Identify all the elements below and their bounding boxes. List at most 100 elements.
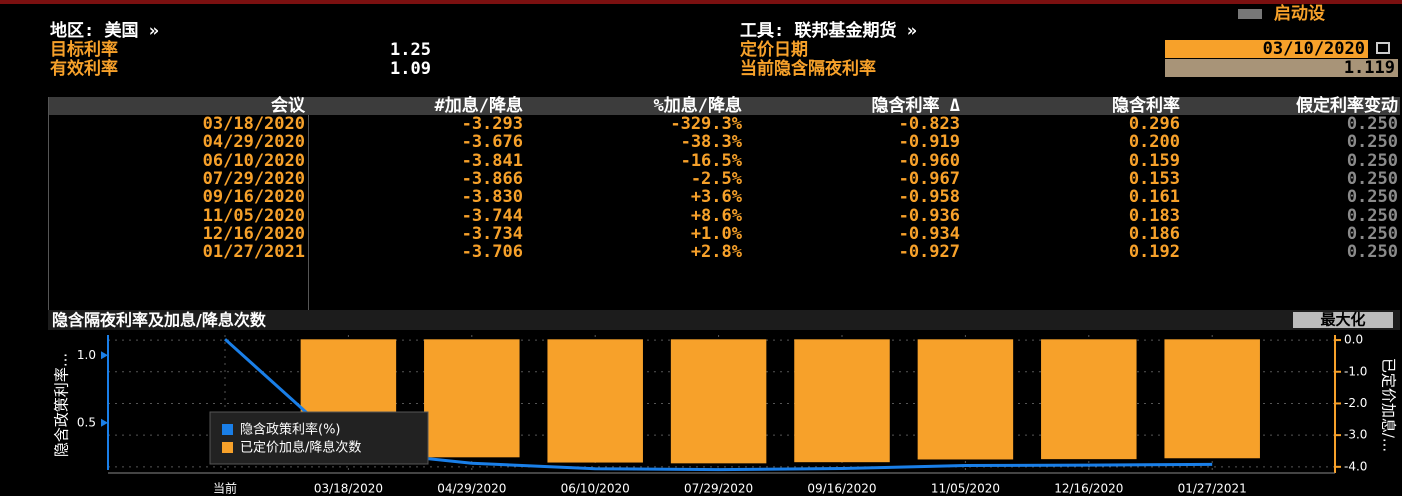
table-cell: 09/16/2020 [202, 187, 305, 208]
table-cell: 0.250 [1346, 168, 1398, 189]
table-cell: +2.8% [690, 242, 742, 263]
table-cell: 0.186 [1128, 223, 1180, 244]
table-cell: 04/29/2020 [202, 132, 305, 153]
table-cell: -0.919 [898, 132, 960, 153]
column-header: %加息/降息 [653, 96, 742, 116]
table-cell: 0.250 [1346, 132, 1398, 153]
legend-box [209, 411, 429, 465]
y-tick [101, 351, 108, 360]
y2-tick-label: -3.0 [1344, 428, 1367, 442]
bar [794, 339, 890, 463]
y-axis-label: 隐含政策利率... [53, 353, 71, 457]
field-label: 有效利率 [50, 59, 118, 79]
y2-tick-label: -4.0 [1344, 459, 1367, 473]
table-cell: 03/18/2020 [202, 114, 305, 134]
field-value: 1.09 [390, 59, 431, 79]
field-value: 1.119 [1165, 59, 1398, 77]
column-header: 假定利率变动 [1296, 96, 1398, 116]
calendar-icon[interactable] [1376, 42, 1390, 54]
y-tick [101, 418, 108, 427]
table-cell: -3.744 [461, 205, 523, 226]
chart-title: 隐含隔夜利率及加息/降息次数 [52, 311, 267, 330]
table-cell: 0.183 [1128, 205, 1180, 226]
legend-label: 已定价加息/降息次数 [240, 440, 361, 456]
x-tick-label: 12/16/2020 [1054, 482, 1123, 496]
table-cell: 0.250 [1346, 205, 1398, 226]
maximize-button-bg[interactable] [1293, 312, 1393, 328]
table-cell: 0.250 [1346, 187, 1398, 208]
bar [1164, 339, 1260, 459]
table-cell: -16.5% [680, 150, 742, 171]
x-tick-label: 04/29/2020 [437, 482, 506, 496]
legend-label: 隐含政策利率(%) [240, 422, 341, 438]
x-tick-label: 07/29/2020 [684, 482, 753, 496]
table-cell: +3.6% [690, 187, 742, 208]
column-header: #加息/降息 [434, 96, 523, 116]
x-tick-label: 06/10/2020 [561, 482, 630, 496]
instrument-selector[interactable]: 工具: 联邦基金期货 » [740, 21, 917, 41]
table: 会议 #加息/降息 %加息/降息 隐含利率 Δ 隐含利率 假定利率变动 03/18/2020… [48, 96, 1400, 310]
table-cell: -3.866 [461, 168, 523, 189]
x-tick-label: 11/05/2020 [931, 482, 1000, 496]
y2-axis-label: 已定价加息/... [1380, 358, 1398, 452]
table-cell: 0.250 [1346, 223, 1398, 244]
y-tick-label: 1.0 [77, 348, 96, 362]
maximize-button[interactable]: 最大化 [1320, 311, 1365, 329]
field-label: 当前隐含隔夜利率 [740, 59, 876, 79]
table-cell: 0.192 [1128, 242, 1180, 263]
column-header: 会议 [271, 96, 305, 116]
table-cell: -0.934 [898, 223, 960, 244]
x-tick-label: 09/16/2020 [807, 482, 876, 496]
table-cell: -0.823 [898, 114, 960, 134]
settings-icon[interactable] [1238, 9, 1262, 19]
table-cell: 0.250 [1346, 242, 1398, 263]
legend-swatch [222, 424, 233, 435]
table-cell: 0.250 [1346, 114, 1398, 134]
table-cell: -3.706 [461, 242, 523, 263]
table-cell: -0.936 [898, 205, 960, 226]
column-header: 隐含利率 [1112, 96, 1180, 116]
field-label: 定价日期 [740, 40, 808, 60]
y2-tick-label: 0.0 [1344, 333, 1363, 347]
table-cell: -3.830 [461, 187, 523, 208]
left-border [48, 97, 49, 310]
table-cell: 11/05/2020 [202, 205, 305, 226]
bar [1041, 339, 1137, 460]
bar [424, 339, 520, 458]
y2-tick-label: -2.0 [1344, 396, 1367, 410]
table-cell: -3.293 [461, 114, 523, 134]
field-value: 1.25 [390, 40, 431, 60]
table-cell: -3.734 [461, 223, 523, 244]
date-input[interactable]: 03/10/2020 [1165, 40, 1368, 58]
column-divider [308, 115, 309, 310]
bar [670, 339, 767, 464]
y-tick-label: 0.5 [77, 415, 96, 429]
table-cell: -0.927 [898, 242, 960, 263]
x-tick-label: 当前 [213, 481, 237, 496]
table-cell: -329.3% [670, 114, 742, 134]
chart-title-bar [48, 310, 1400, 330]
table-cell: 0.296 [1128, 114, 1180, 134]
region-selector[interactable]: 地区: 美国 » [50, 21, 159, 41]
table-cell: -3.676 [461, 132, 523, 153]
settings-button[interactable]: 启动设 [1274, 4, 1325, 24]
bar [917, 339, 1014, 460]
column-header: 隐含利率 Δ [871, 96, 960, 116]
table-cell: 0.200 [1128, 132, 1180, 153]
table-cell: -38.3% [680, 132, 742, 153]
table-cell: +1.0% [690, 223, 742, 244]
field-label: 目标利率 [50, 40, 118, 60]
table-cell: 07/29/2020 [202, 168, 305, 189]
legend-swatch [222, 442, 233, 453]
bar [547, 339, 643, 463]
table-cell: 0.161 [1128, 187, 1180, 208]
table-cell: 01/27/2021 [202, 242, 305, 263]
table-cell: +8.6% [690, 205, 742, 226]
table-cell: -0.960 [898, 150, 960, 171]
table-cell: -3.841 [461, 150, 523, 171]
table-cell: 0.159 [1128, 150, 1180, 171]
table-header-bg [48, 97, 1400, 115]
chart: 隐含隔夜利率及加息/降息次数 最大化 0.0 -1.0 -2.0 -3.0 -4.0 当前… [48, 310, 1400, 496]
table-cell: 06/10/2020 [202, 150, 305, 171]
